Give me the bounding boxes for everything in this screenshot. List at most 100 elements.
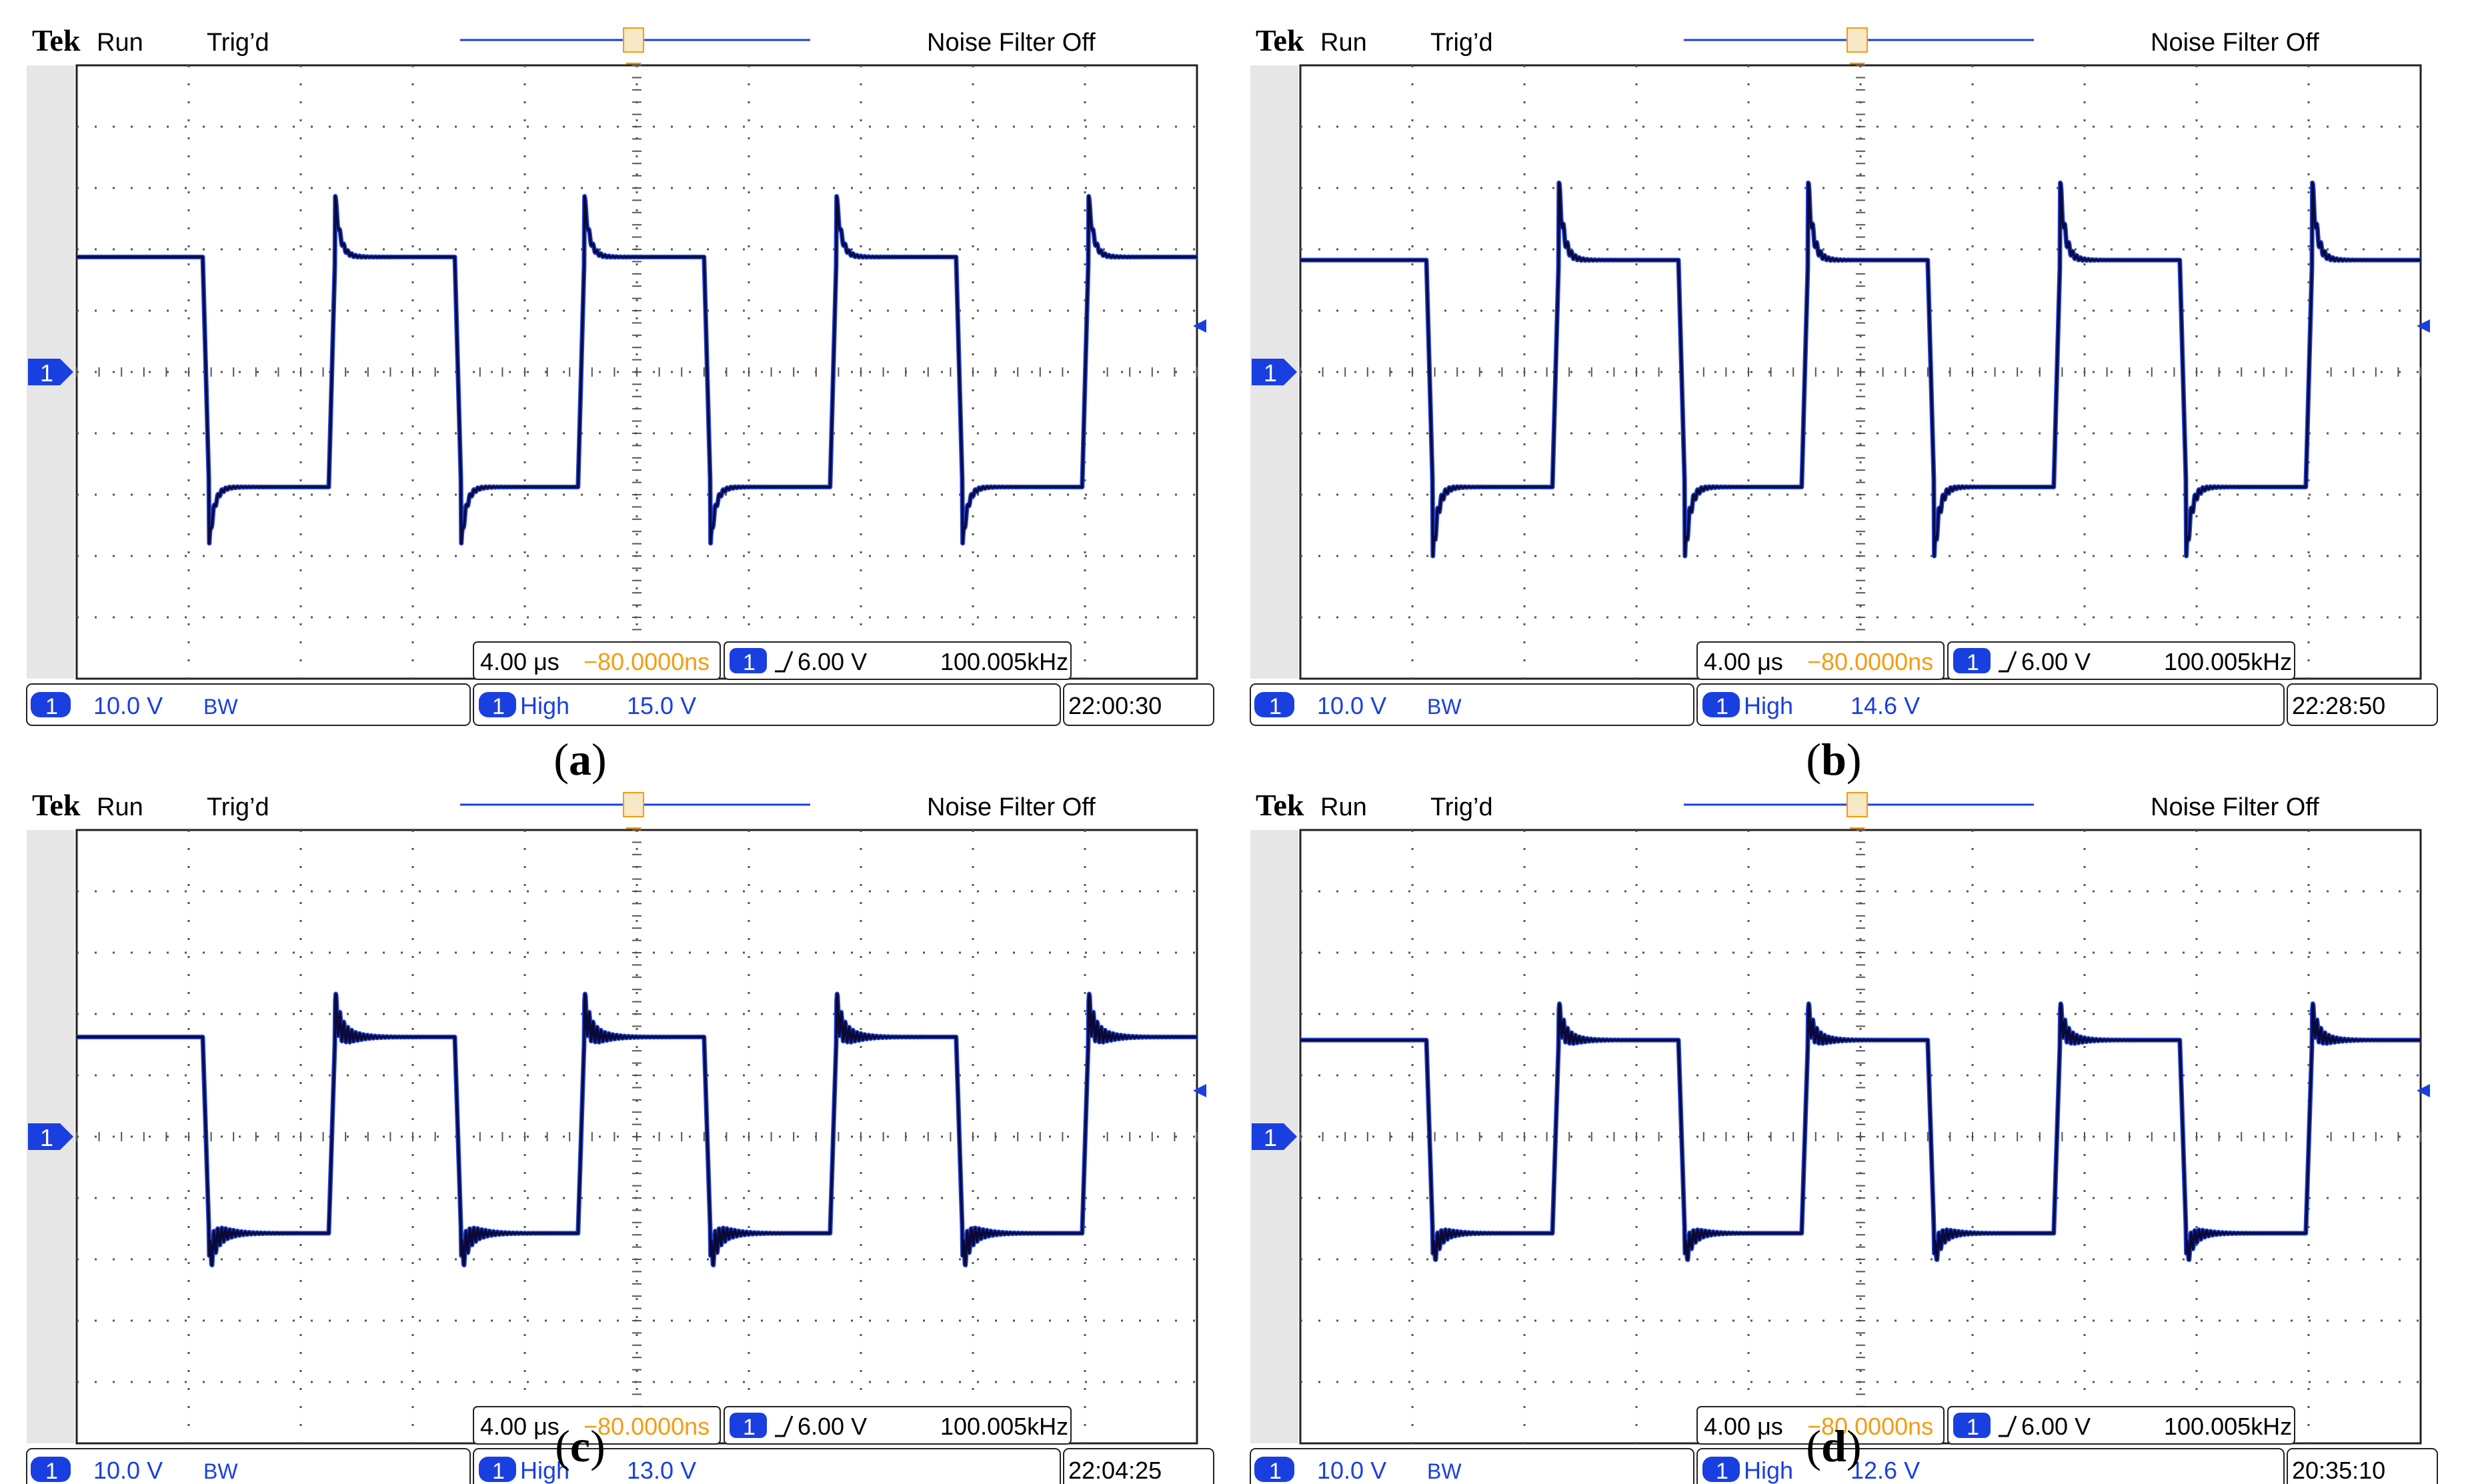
measurement-channel-badge — [479, 1457, 516, 1482]
run-status: Run — [1320, 793, 1367, 821]
measurement-box — [1696, 683, 2285, 726]
measurement-channel-label: 1 — [492, 1459, 505, 1484]
scope-panel-d: Tek Run Trig’d Noise Filter Off 1 4.00 μs −80.… — [1250, 788, 2438, 1484]
clock-box — [1063, 1448, 1214, 1484]
trigger-frequency: 100.005kHz — [2164, 648, 2292, 675]
trigger-channel-badge — [1953, 1413, 1991, 1438]
measurement-value: 14.6 V — [1850, 692, 1920, 719]
subfigure-label-b: (b) — [1806, 734, 1862, 785]
noise-filter-status: Noise Filter Off — [2151, 29, 2319, 57]
timebase-scale: 4.00 μs — [480, 1413, 559, 1440]
trigger-level: 6.00 V — [2021, 1413, 2091, 1440]
trigger-status: Trig’d — [207, 29, 269, 57]
trigger-frequency: 100.005kHz — [940, 648, 1068, 675]
trigger-position-marker — [1846, 792, 1868, 817]
clock-box — [2287, 1448, 2438, 1484]
channel-status-box — [1250, 683, 1694, 726]
trigger-box — [1947, 641, 2295, 680]
timebase-box — [1696, 1406, 1945, 1445]
noise-filter-status: Noise Filter Off — [927, 29, 1096, 57]
trigger-level-arrow — [1193, 319, 1206, 333]
status-channel-badge — [31, 692, 71, 717]
trigger-channel-badge — [730, 1413, 767, 1438]
run-status: Run — [97, 29, 143, 57]
trigger-status: Trig’d — [207, 793, 269, 821]
subfigure-label-c: (c) — [555, 1421, 605, 1471]
timebase-scale: 4.00 μs — [1704, 1413, 1783, 1440]
ch1-trace — [1299, 1002, 2422, 1261]
rising-edge-icon — [775, 651, 794, 673]
measurement-box — [1696, 1448, 2285, 1484]
status-channel-label: 1 — [1269, 1459, 1282, 1484]
brand-logo: Tek — [1256, 788, 1304, 822]
clock-box — [2287, 683, 2438, 726]
trigger-frequency: 100.005kHz — [2164, 1413, 2292, 1440]
trigger-position-marker — [623, 27, 644, 53]
trigger-channel-badge — [730, 648, 767, 673]
timebase-scale: 4.00 μs — [1704, 648, 1783, 675]
measurement-label: High — [520, 692, 569, 719]
ch1-trace — [75, 993, 1198, 1267]
graticule-grid — [1300, 65, 2421, 679]
timebase-box — [473, 1406, 721, 1445]
trigger-channel-label: 1 — [743, 1415, 756, 1440]
measurement-value: 13.0 V — [627, 1457, 696, 1484]
measurement-channel-label: 1 — [492, 694, 505, 719]
timebase-offset: −80.0000ns — [583, 648, 710, 675]
bandwidth-limit: BW — [203, 695, 238, 719]
trigger-position-marker — [623, 792, 644, 817]
clock-time: 20:35:10 — [2292, 1457, 2385, 1484]
measurement-value: 15.0 V — [627, 692, 696, 719]
channel-1-marker-label: 1 — [1264, 359, 1277, 387]
rising-edge-icon — [1999, 1415, 2017, 1437]
brand-logo: Tek — [32, 23, 81, 57]
trigger-channel-label: 1 — [1967, 650, 1979, 675]
status-channel-badge — [1254, 1457, 1294, 1482]
trigger-level: 6.00 V — [2021, 648, 2091, 675]
volts-per-div: 10.0 V — [1317, 1457, 1386, 1484]
trigger-level-arrow — [1193, 1084, 1206, 1097]
status-channel-badge — [1254, 692, 1294, 717]
trigger-level: 6.00 V — [798, 648, 867, 675]
measurement-box — [473, 1448, 1061, 1484]
scope-panel-b: Tek Run Trig’d Noise Filter Off 1 4.00 μs −80.… — [1250, 23, 2438, 726]
channel-status-box — [26, 1448, 471, 1484]
status-channel-badge — [31, 1457, 71, 1482]
trigger-box — [724, 1406, 1072, 1445]
channel-1-marker-label: 1 — [1264, 1124, 1277, 1151]
trigger-box — [724, 641, 1072, 680]
trigger-level-arrow — [2417, 1084, 2430, 1097]
trigger-channel-label: 1 — [743, 650, 756, 675]
channel-1-marker-label: 1 — [40, 359, 53, 387]
trigger-position-marker — [1846, 27, 1868, 53]
volts-per-div: 10.0 V — [1317, 692, 1386, 719]
volts-per-div: 10.0 V — [93, 692, 163, 719]
status-channel-label: 1 — [45, 1459, 58, 1484]
measurement-channel-label: 1 — [1716, 694, 1728, 719]
timebase-box — [473, 641, 721, 680]
bandwidth-limit: BW — [1427, 695, 1462, 719]
volts-per-div: 10.0 V — [93, 1457, 163, 1484]
measurement-channel-badge — [479, 692, 516, 717]
rising-edge-icon — [1999, 651, 2017, 673]
timebase-offset: −80.0000ns — [1807, 1413, 1933, 1440]
trigger-frequency: 100.005kHz — [940, 1413, 1068, 1440]
graticule-grid — [76, 829, 1198, 1444]
measurement-label: High — [1744, 692, 1793, 719]
measurement-channel-badge — [1702, 692, 1740, 717]
timebase-scale: 4.00 μs — [480, 648, 559, 675]
measurement-label: High — [520, 1457, 569, 1484]
trigger-level: 6.00 V — [798, 1413, 867, 1440]
rising-edge-icon — [775, 1415, 794, 1437]
bandwidth-limit: BW — [203, 1459, 238, 1483]
run-status: Run — [1320, 29, 1367, 57]
channel-1-ground-marker — [1252, 1123, 1297, 1150]
clock-time: 22:28:50 — [2292, 692, 2385, 719]
channel-1-ground-marker — [1252, 359, 1297, 385]
channel-1-marker-label: 1 — [40, 1124, 53, 1151]
status-channel-label: 1 — [45, 694, 58, 719]
channel-1-ground-marker — [28, 1123, 73, 1150]
brand-logo: Tek — [32, 788, 81, 822]
channel-status-box — [26, 683, 471, 726]
timebase-offset: −80.0000ns — [1807, 648, 1933, 675]
